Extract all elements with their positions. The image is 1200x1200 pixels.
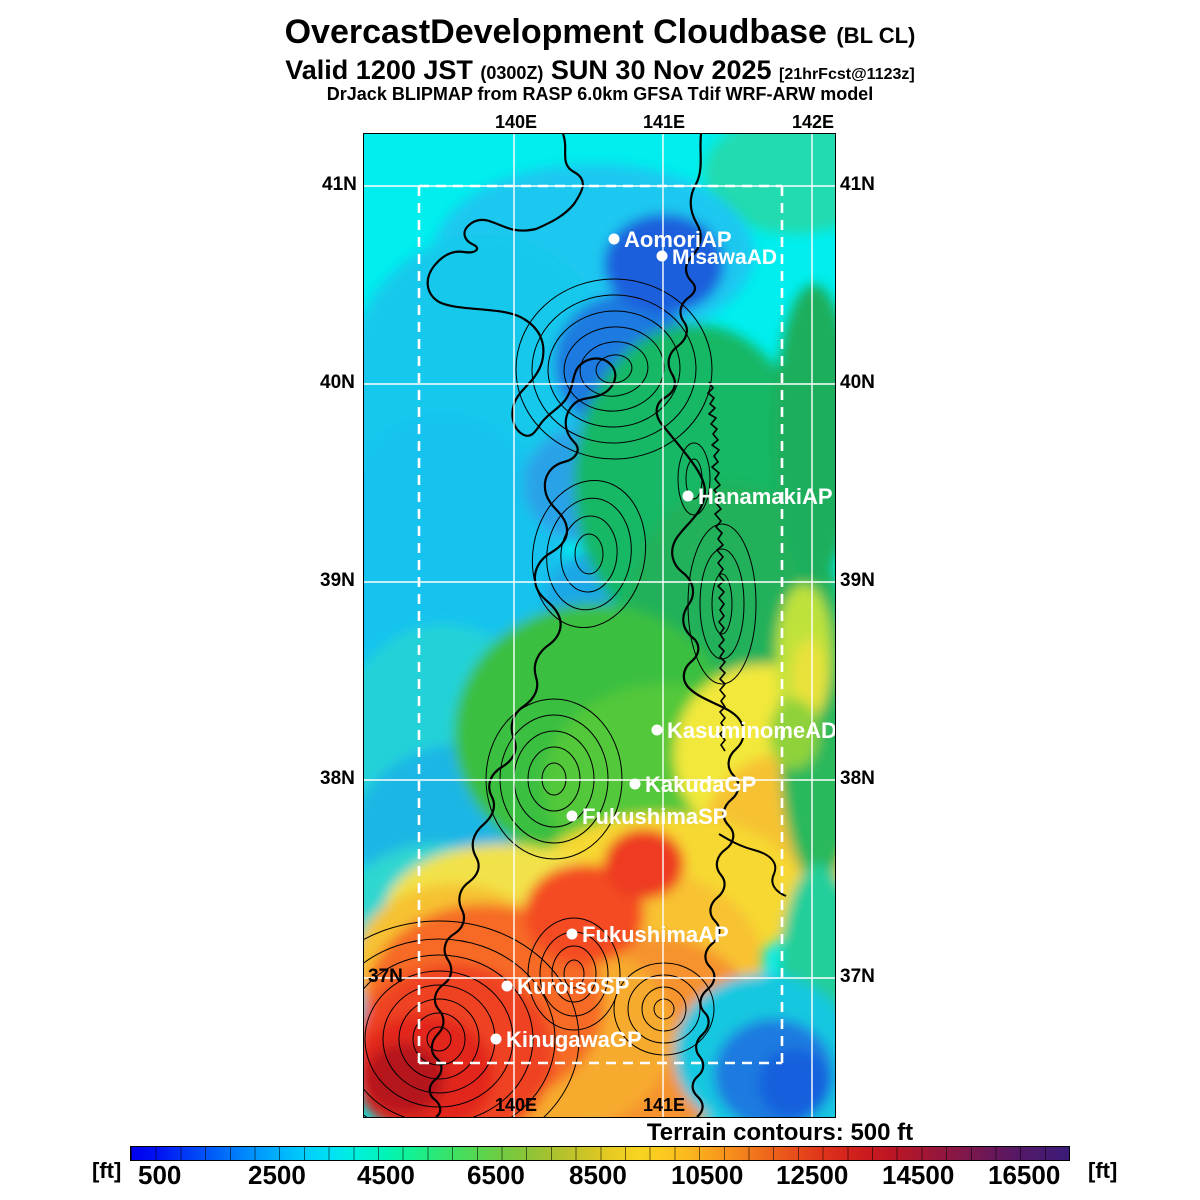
svg-text:FukushimaSP: FukushimaSP (582, 804, 727, 829)
svg-text:KakudaGP: KakudaGP (645, 772, 756, 797)
svg-text:KasuminomeAD: KasuminomeAD (667, 718, 835, 743)
svg-text:KuroisoSP: KuroisoSP (517, 974, 629, 999)
svg-text:HanamakiAP: HanamakiAP (698, 484, 833, 509)
svg-text:KinugawaGP: KinugawaGP (506, 1027, 642, 1052)
svg-text:FukushimaAP: FukushimaAP (582, 922, 729, 947)
svg-text:MisawaAD: MisawaAD (672, 246, 777, 269)
